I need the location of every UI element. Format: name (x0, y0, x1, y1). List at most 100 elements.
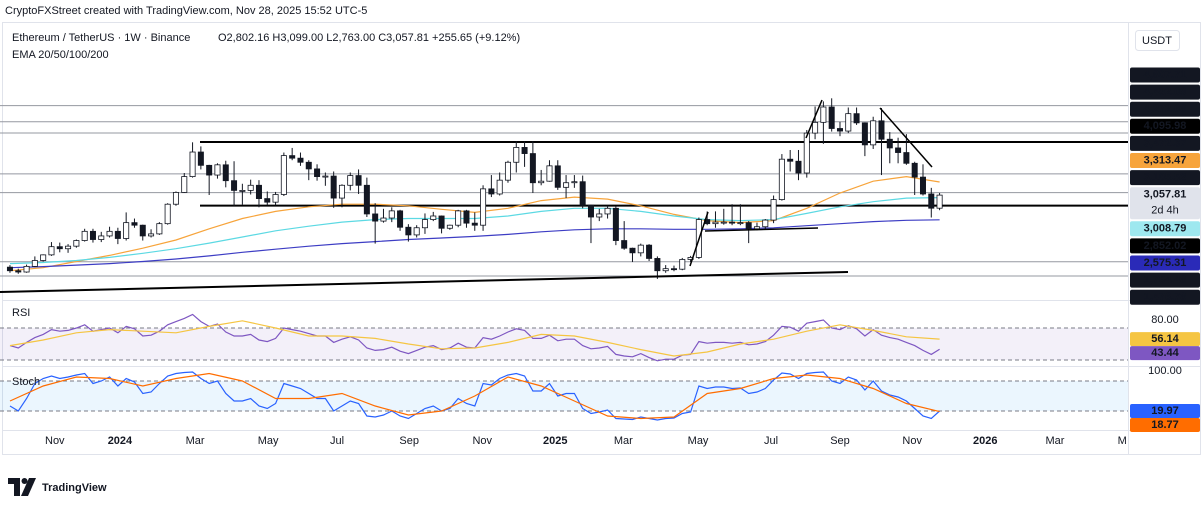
candle-body (637, 244, 644, 254)
chart-frame (2, 22, 1201, 455)
x-tick-label: Nov (45, 435, 65, 447)
trend-line (0, 271, 849, 293)
candle-body (6, 266, 13, 272)
candle-body (737, 222, 744, 225)
candle-body (571, 181, 578, 184)
x-tick-label: Sep (830, 435, 850, 447)
candle-body (297, 157, 304, 163)
candle-body (928, 193, 935, 209)
value-label: 19.97 (1151, 405, 1179, 417)
price-label-box (1130, 135, 1200, 151)
price-label-box (1130, 67, 1200, 83)
price-label: 3,313.47 (1144, 154, 1187, 166)
price-label: 4,807.71 (1144, 69, 1187, 81)
value-label-box (1130, 404, 1200, 419)
logo-icon (21, 478, 28, 484)
trend-line (689, 211, 709, 267)
pane-title: RSI (12, 307, 30, 319)
candle-body (911, 162, 918, 178)
price-label-box (1130, 221, 1200, 237)
candle-body (430, 215, 437, 220)
candle-body (222, 164, 229, 182)
candle-body (81, 230, 88, 241)
series-line (9, 372, 940, 420)
candle-body (903, 152, 910, 164)
trend-line (805, 99, 823, 139)
candle-body (870, 120, 877, 146)
candle-body (131, 222, 138, 226)
candle-body (239, 190, 246, 192)
candle-body (405, 226, 412, 236)
candle-body (23, 265, 30, 273)
candle-body (513, 147, 520, 163)
price-label: 4,272.68 (1144, 103, 1187, 115)
candle-body (89, 230, 96, 240)
candle-body (853, 113, 860, 124)
axes: Nov 2024 Mar May Jul Sep Nov 2025 Mar May Jul Sep No… (45, 67, 1200, 447)
candle-body (455, 210, 462, 226)
candle-body (148, 233, 155, 237)
candle-body (189, 151, 196, 177)
candle-body (206, 164, 213, 176)
candle-body (446, 224, 453, 229)
candle-body (521, 147, 528, 154)
candle-body (73, 240, 80, 247)
candle-body (314, 168, 321, 177)
candle-body (305, 161, 312, 170)
band-fill (0, 328, 1128, 360)
candle-body (646, 244, 653, 259)
candle-body (720, 221, 727, 224)
x-tick-label: Mar (614, 435, 633, 447)
logo-icon (21, 478, 36, 496)
candle-body (563, 182, 570, 188)
x-tick-label: M (1118, 435, 1127, 447)
candle-body (98, 235, 105, 240)
candle-body (612, 207, 619, 241)
x-tick-label: 2024 (108, 435, 133, 447)
candle-body (355, 175, 362, 186)
price-label: 1,476.78 (1144, 291, 1187, 303)
indicator-legend: EMA 20/50/100/200 (12, 49, 109, 61)
x-tick-label: May (258, 435, 279, 447)
price-label-box (1130, 272, 1200, 288)
currency[interactable]: USDT (1142, 35, 1172, 47)
candle-body (338, 184, 345, 199)
currency-box[interactable] (1135, 30, 1180, 51)
x-tick-label: Jul (764, 435, 778, 447)
logo-icon (8, 478, 20, 496)
trend-line (879, 107, 933, 168)
candle-body (363, 184, 370, 215)
price-label: 3,057.81 (1144, 189, 1187, 201)
candle-body (587, 204, 594, 218)
candle-body (247, 184, 254, 191)
price-label: 2,852.02 (1144, 240, 1187, 252)
candle-body (197, 151, 204, 166)
symbol: Ethereum / TetherUS · 1W · Binance (12, 32, 190, 44)
value-label-box (1130, 418, 1200, 433)
x-tick-label: May (688, 435, 709, 447)
candle-body (770, 199, 777, 221)
candle-body (546, 165, 553, 182)
candle-body (31, 260, 38, 267)
candle-body (106, 230, 113, 237)
candle-body (322, 175, 329, 178)
candle-body (123, 222, 130, 239)
candle-body (596, 213, 603, 218)
price-label-box (1130, 289, 1200, 305)
logo-text: TradingView (42, 482, 107, 494)
trend-line (704, 227, 819, 232)
candle-body (164, 203, 171, 225)
candle-body (156, 223, 163, 235)
candle-body (496, 179, 503, 195)
candle-body (729, 221, 736, 224)
x-tick-label: Sep (399, 435, 419, 447)
candle-body (330, 175, 337, 199)
x-tick-label: Nov (472, 435, 492, 447)
x-tick-label: Mar (1045, 435, 1064, 447)
y-tick-label: 100.00 (1148, 365, 1182, 377)
price-label-box (1130, 238, 1200, 254)
candle-body (778, 158, 785, 201)
value-label-box (1130, 332, 1200, 347)
series-line (9, 320, 940, 357)
